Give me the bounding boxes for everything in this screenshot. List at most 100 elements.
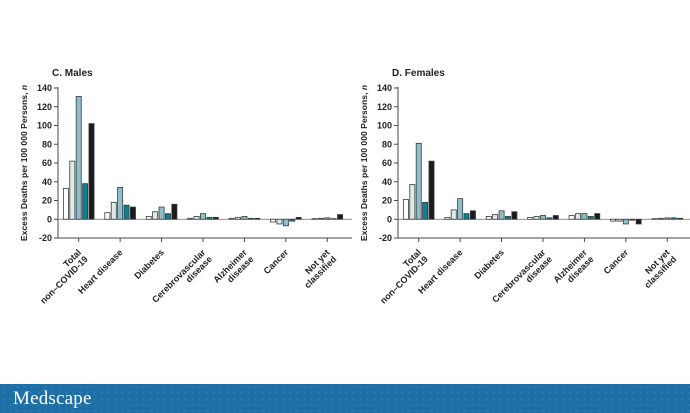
bar-series-white bbox=[228, 217, 235, 220]
y-tick-label: 140 bbox=[377, 83, 392, 93]
bar-series-pale-blue bbox=[317, 217, 324, 220]
y-tick-label: 100 bbox=[377, 121, 392, 131]
x-tick-label: Cancer bbox=[262, 247, 291, 276]
y-tick-label: 0 bbox=[47, 214, 52, 224]
bar-series-black bbox=[677, 217, 684, 220]
y-tick-label: 60 bbox=[382, 158, 392, 168]
bar-series-dark-teal bbox=[289, 218, 296, 222]
bar-series-black bbox=[511, 211, 518, 220]
chart-svg: D. Females Excess Deaths per 100 000 Pers… bbox=[359, 68, 690, 306]
bar-series-black bbox=[635, 218, 642, 225]
bar-series-white bbox=[145, 216, 152, 220]
y-tick-label: 0 bbox=[387, 214, 392, 224]
bar-series-black bbox=[88, 123, 95, 220]
y-tick-label: 60 bbox=[42, 158, 52, 168]
bar-series-light-teal bbox=[540, 215, 546, 220]
bar-series-black bbox=[295, 216, 302, 220]
x-tick-label: Diabetes bbox=[472, 247, 506, 281]
bar-series-black bbox=[594, 213, 601, 220]
chart-title: C. Males bbox=[52, 68, 93, 79]
bar-series-dark-teal bbox=[165, 213, 171, 220]
bar-series-black bbox=[469, 210, 476, 220]
bar-series-white bbox=[187, 217, 194, 220]
x-tick-label: Totalnon–COVID-19 bbox=[31, 247, 89, 305]
bar-series-dark-teal bbox=[587, 216, 594, 220]
bar-series-pale-blue bbox=[657, 217, 664, 220]
bar-series-white bbox=[402, 199, 409, 220]
chart-females: D. Females Excess Deaths per 100 000 Pers… bbox=[358, 58, 690, 318]
bar-series-dark-teal bbox=[422, 201, 429, 220]
bar-series-light-teal bbox=[498, 210, 505, 220]
bar-series-white bbox=[651, 218, 658, 220]
bar-series-pale-blue bbox=[616, 218, 623, 222]
bar-series-dark-teal bbox=[670, 217, 677, 220]
bar-series-black bbox=[212, 216, 219, 220]
bar-series-black bbox=[129, 206, 136, 220]
bar-series-dark-teal bbox=[247, 217, 254, 220]
x-tick-label: Diabetes bbox=[132, 247, 166, 281]
y-tick-label: 20 bbox=[382, 196, 392, 206]
bar-series-white bbox=[610, 218, 617, 222]
bar-series-light-teal bbox=[75, 96, 82, 220]
bar-series-pale-blue bbox=[533, 216, 540, 220]
bar-series-white bbox=[104, 212, 111, 220]
bar-series-pale-blue bbox=[235, 216, 241, 220]
bar-series-pale-blue bbox=[152, 211, 159, 220]
bar-series-white bbox=[311, 218, 318, 220]
bar-series-pale-blue bbox=[69, 160, 76, 220]
bar-series-pale-blue bbox=[575, 213, 581, 220]
bar-series-light-teal bbox=[117, 186, 124, 220]
y-tick-label: -20 bbox=[379, 233, 392, 243]
bar-series-pale-blue bbox=[110, 201, 117, 220]
bar-series-light-teal bbox=[415, 142, 422, 220]
bar-series-dark-teal bbox=[546, 217, 553, 220]
chart-title: D. Females bbox=[392, 68, 445, 79]
bar-series-pale-blue bbox=[409, 184, 416, 220]
bar-series-light-teal bbox=[200, 213, 206, 220]
bar-series-white bbox=[444, 216, 451, 220]
y-tick-label: 20 bbox=[42, 196, 52, 206]
y-tick-label: 80 bbox=[42, 139, 52, 149]
bar-series-dark-teal bbox=[463, 213, 470, 220]
bar-series-white bbox=[527, 216, 534, 220]
y-tick-label: 80 bbox=[382, 139, 392, 149]
bar-series-dark-teal bbox=[123, 204, 130, 220]
chart-svg: C. Males Excess Deaths per 100 000 Person… bbox=[19, 68, 352, 306]
x-tick-label: Heart disease bbox=[76, 247, 124, 295]
x-tick-label: Totalnon–COVID-19 bbox=[371, 247, 429, 305]
bar-series-light-teal bbox=[457, 198, 464, 220]
bar-series-light-teal bbox=[241, 216, 248, 220]
x-tick-label: Alzheimerdisease bbox=[211, 247, 256, 292]
x-tick-label: Cancer bbox=[602, 247, 631, 276]
x-tick-label: Not yetclassified bbox=[296, 247, 339, 290]
medscape-logo: Medscape bbox=[13, 388, 92, 409]
bar-series-black bbox=[171, 203, 178, 220]
bar-series-white bbox=[485, 216, 492, 220]
x-tick-label: Heart disease bbox=[416, 247, 464, 295]
y-tick-label: 40 bbox=[42, 177, 52, 187]
bar-series-pale-blue bbox=[193, 216, 200, 220]
bar-series-dark-teal bbox=[82, 183, 89, 220]
y-tick-label: 100 bbox=[37, 121, 52, 131]
bar-series-white bbox=[62, 187, 69, 220]
bar-series-pale-blue bbox=[492, 214, 499, 220]
chart-males: C. Males Excess Deaths per 100 000 Person… bbox=[18, 58, 358, 318]
bar-series-dark-teal bbox=[629, 218, 636, 221]
y-tick-label: 120 bbox=[377, 102, 392, 112]
y-axis-label: Excess Deaths per 100 000 Persons, n bbox=[359, 85, 369, 241]
y-tick-label: 40 bbox=[382, 177, 392, 187]
bar-series-dark-teal bbox=[505, 216, 511, 220]
bar-series-light-teal bbox=[324, 217, 331, 220]
bar-series-black bbox=[337, 214, 344, 220]
bar-series-pale-blue bbox=[276, 218, 283, 225]
bar-series-white bbox=[270, 218, 277, 223]
bar-series-light-teal bbox=[282, 218, 289, 227]
bar-series-light-teal bbox=[581, 213, 588, 220]
y-axis-label: Excess Deaths per 100 000 Persons, n bbox=[19, 85, 29, 241]
y-tick-label: 140 bbox=[37, 83, 52, 93]
bar-series-white bbox=[568, 215, 575, 220]
bar-series-dark-teal bbox=[206, 216, 213, 220]
y-tick-label: -20 bbox=[39, 233, 52, 243]
bar-series-black bbox=[254, 217, 261, 220]
